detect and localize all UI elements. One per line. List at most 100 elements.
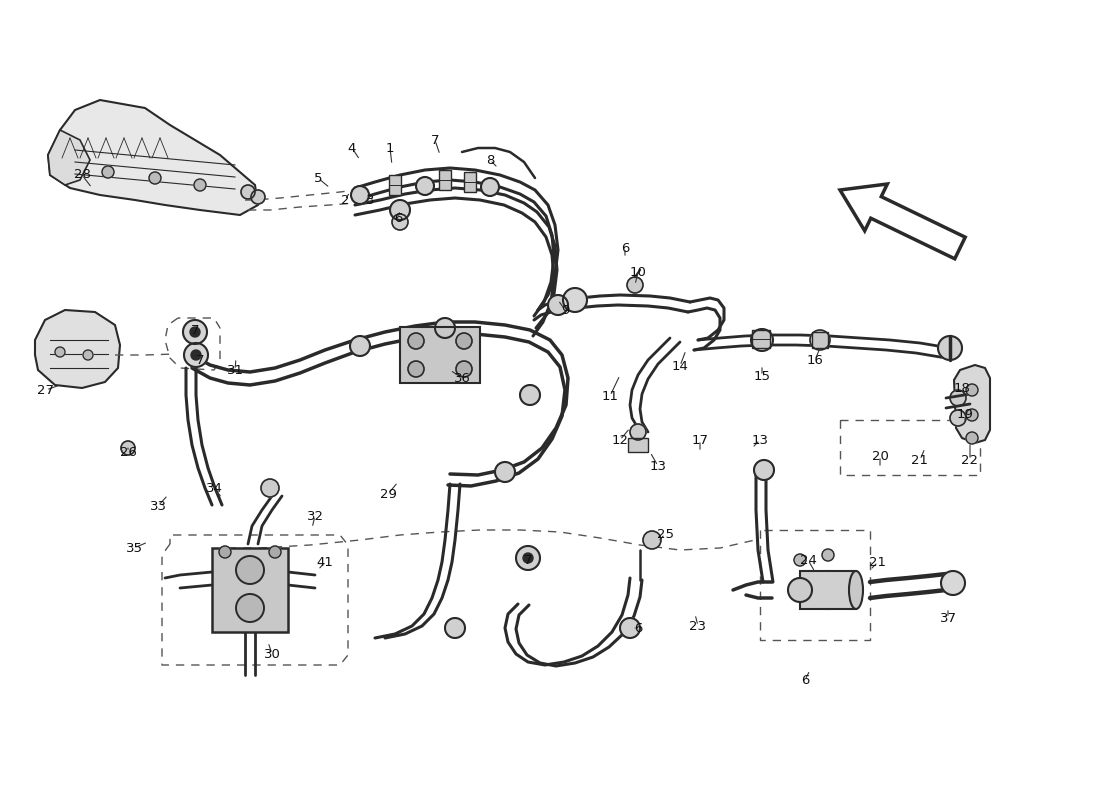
- Text: 23: 23: [690, 619, 706, 633]
- Text: 7: 7: [190, 323, 199, 337]
- Circle shape: [822, 549, 834, 561]
- Text: 16: 16: [806, 354, 824, 366]
- Circle shape: [522, 553, 534, 563]
- Circle shape: [184, 343, 208, 367]
- Circle shape: [548, 295, 568, 315]
- Circle shape: [481, 178, 499, 196]
- Circle shape: [350, 336, 370, 356]
- Circle shape: [495, 462, 515, 482]
- Text: 18: 18: [954, 382, 970, 394]
- Circle shape: [408, 333, 424, 349]
- Text: 1: 1: [386, 142, 394, 154]
- Text: 22: 22: [961, 454, 979, 466]
- Circle shape: [194, 179, 206, 191]
- Circle shape: [627, 277, 644, 293]
- Text: 21: 21: [869, 555, 887, 569]
- Text: 28: 28: [74, 169, 90, 182]
- Bar: [752, 330, 770, 348]
- Text: 17: 17: [692, 434, 708, 446]
- Circle shape: [516, 546, 540, 570]
- Circle shape: [121, 441, 135, 455]
- Circle shape: [456, 333, 472, 349]
- Text: 7: 7: [196, 354, 205, 366]
- Circle shape: [261, 479, 279, 497]
- Circle shape: [966, 409, 978, 421]
- Circle shape: [966, 384, 978, 396]
- Text: 6: 6: [620, 242, 629, 254]
- Text: 27: 27: [37, 383, 55, 397]
- Text: 6: 6: [634, 622, 642, 634]
- Circle shape: [794, 554, 806, 566]
- Text: 41: 41: [317, 555, 333, 569]
- Circle shape: [938, 336, 962, 360]
- Circle shape: [620, 618, 640, 638]
- Circle shape: [456, 361, 472, 377]
- Circle shape: [940, 571, 965, 595]
- Circle shape: [788, 578, 812, 602]
- Text: 12: 12: [612, 434, 628, 446]
- Text: 5: 5: [314, 171, 322, 185]
- Circle shape: [966, 432, 978, 444]
- Ellipse shape: [801, 571, 856, 609]
- Bar: [628, 438, 648, 452]
- Circle shape: [416, 177, 434, 195]
- Text: 4: 4: [348, 142, 356, 154]
- Text: 3: 3: [365, 194, 374, 206]
- Circle shape: [810, 330, 830, 350]
- Text: 8: 8: [486, 154, 494, 166]
- Text: 6: 6: [394, 211, 403, 225]
- Circle shape: [950, 410, 966, 426]
- Circle shape: [236, 556, 264, 584]
- Circle shape: [644, 531, 661, 549]
- Text: 26: 26: [120, 446, 136, 458]
- Text: 33: 33: [150, 499, 166, 513]
- Text: 13: 13: [751, 434, 769, 446]
- Circle shape: [408, 361, 424, 377]
- Text: 19: 19: [957, 409, 974, 422]
- Polygon shape: [35, 310, 120, 388]
- Circle shape: [563, 288, 587, 312]
- Bar: [812, 332, 828, 348]
- Text: 21: 21: [912, 454, 928, 466]
- Circle shape: [236, 594, 264, 622]
- Text: 25: 25: [657, 527, 673, 541]
- Circle shape: [82, 350, 94, 360]
- Text: 29: 29: [379, 487, 396, 501]
- Bar: [212, 548, 288, 632]
- Text: 7: 7: [431, 134, 439, 146]
- Text: 20: 20: [871, 450, 889, 462]
- Bar: [400, 327, 480, 383]
- Bar: [800, 571, 856, 609]
- Polygon shape: [840, 184, 965, 259]
- Text: 30: 30: [264, 647, 280, 661]
- Text: 13: 13: [649, 459, 667, 473]
- Circle shape: [251, 190, 265, 204]
- Circle shape: [183, 320, 207, 344]
- Text: 36: 36: [453, 371, 471, 385]
- Polygon shape: [954, 365, 990, 443]
- Circle shape: [351, 186, 369, 204]
- Text: 31: 31: [227, 363, 243, 377]
- Text: 7: 7: [524, 554, 532, 566]
- Circle shape: [392, 214, 408, 230]
- Ellipse shape: [849, 571, 864, 609]
- Bar: [464, 172, 476, 192]
- Text: 10: 10: [629, 266, 647, 278]
- Text: 2: 2: [341, 194, 350, 206]
- Circle shape: [434, 318, 455, 338]
- Text: 35: 35: [125, 542, 143, 554]
- Text: 11: 11: [602, 390, 618, 402]
- Circle shape: [520, 385, 540, 405]
- Polygon shape: [48, 100, 258, 215]
- Circle shape: [630, 424, 646, 440]
- Circle shape: [241, 185, 255, 199]
- Circle shape: [950, 390, 966, 406]
- Text: 32: 32: [307, 510, 323, 522]
- Bar: [389, 175, 402, 195]
- Circle shape: [751, 329, 773, 351]
- Text: 15: 15: [754, 370, 770, 382]
- Circle shape: [219, 546, 231, 558]
- Circle shape: [446, 618, 465, 638]
- Circle shape: [102, 166, 114, 178]
- Text: 6: 6: [801, 674, 810, 686]
